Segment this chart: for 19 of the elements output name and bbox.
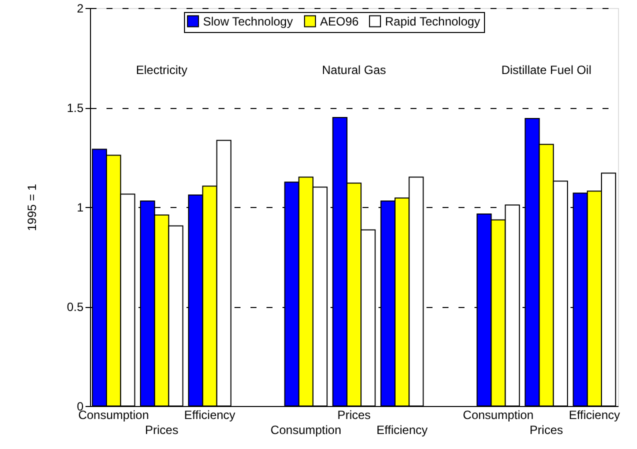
legend-label: AEO96 (320, 14, 360, 28)
x-tick-label: Prices (144, 423, 178, 437)
legend-label: Rapid Technology (385, 14, 480, 28)
y-tick-label: 1.5 (66, 101, 84, 115)
x-tick-label: Prices (337, 408, 371, 422)
annotation: Electricity (136, 63, 188, 77)
legend-label: Slow Technology (203, 14, 293, 28)
annotation: Distillate Fuel Oil (501, 63, 592, 77)
x-tick-label: Consumption (270, 423, 342, 437)
y-tick-label: 0.5 (66, 300, 84, 314)
x-tick-label: Efficiency (184, 408, 236, 422)
y-tick-label: 1 (76, 200, 84, 214)
x-tick-label: Consumption (462, 408, 534, 422)
x-tick-label: Prices (530, 423, 564, 437)
y-tick-label: 2 (76, 2, 84, 16)
y-axis-title: 1995 = 1 (24, 184, 39, 232)
x-tick-label: Efficiency (376, 423, 428, 437)
annotation: Natural Gas (322, 63, 386, 77)
x-tick-label: Efficiency (568, 408, 620, 422)
